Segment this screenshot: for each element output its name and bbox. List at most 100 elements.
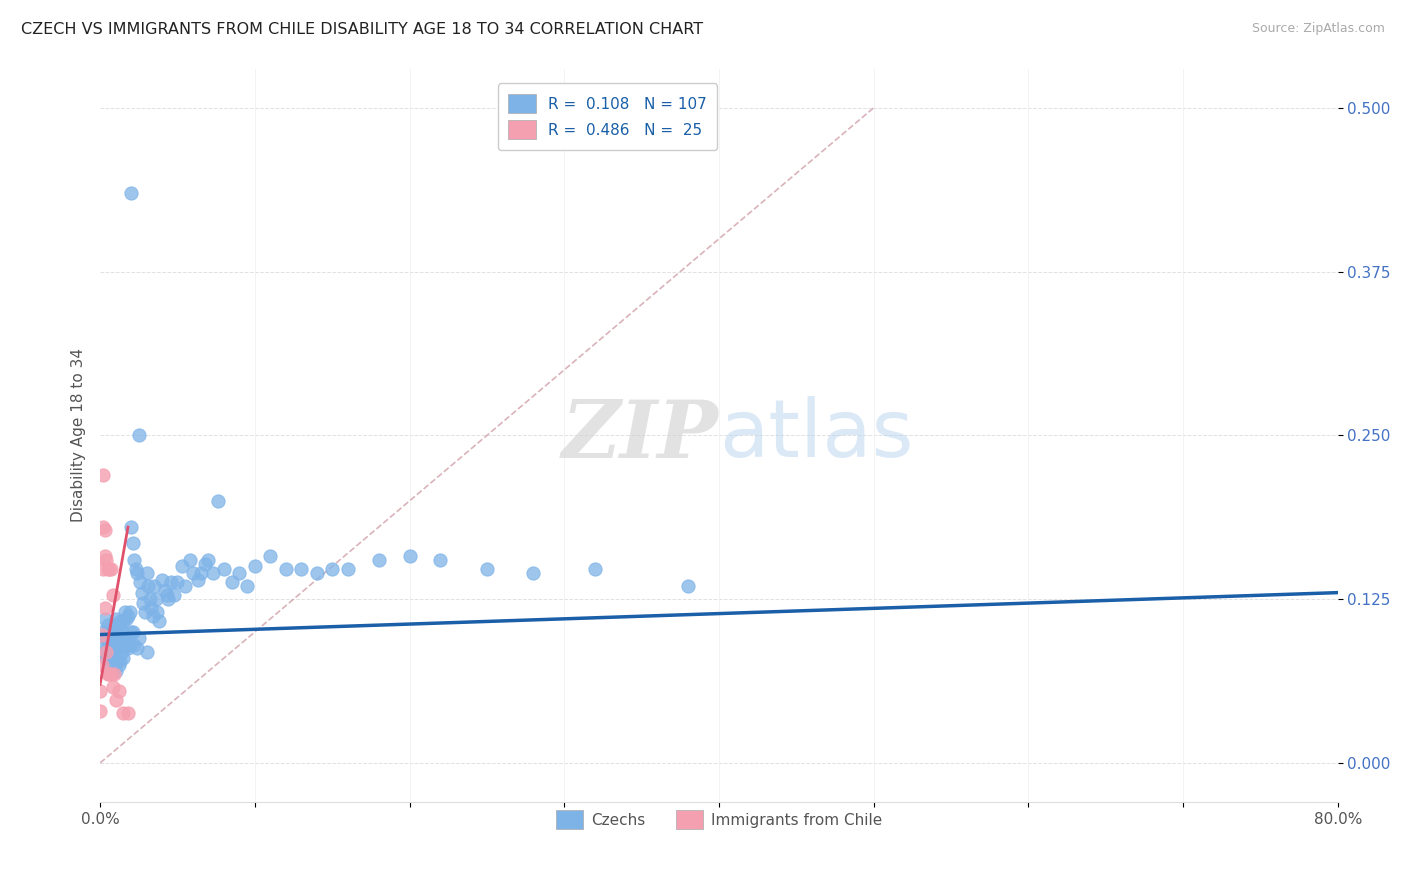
Point [305, 566, 328, 580]
Point [103, 666, 125, 681]
Point [94, 549, 117, 563]
Point [114, 632, 136, 646]
Point [290, 562, 312, 576]
Point [91, 638, 114, 652]
Point [94, 644, 117, 658]
Point [117, 706, 139, 721]
Point [145, 592, 167, 607]
Point [97, 562, 120, 576]
Point [96, 644, 118, 658]
Text: CZECH VS IMMIGRANTS FROM CHILE DISABILITY AGE 18 TO 34 CORRELATION CHART: CZECH VS IMMIGRANTS FROM CHILE DISABILIT… [21, 22, 703, 37]
Point [336, 562, 359, 576]
Point [97, 638, 120, 652]
Point [118, 638, 141, 652]
Point [115, 612, 138, 626]
Point [97, 651, 120, 665]
Point [243, 559, 266, 574]
Point [118, 605, 141, 619]
Point [100, 632, 122, 646]
Point [676, 579, 699, 593]
Point [98, 624, 121, 639]
Point [120, 624, 142, 639]
Point [228, 566, 250, 580]
Point [129, 575, 152, 590]
Point [103, 638, 125, 652]
Point [103, 657, 125, 672]
Point [197, 553, 219, 567]
Point [89, 704, 111, 718]
Point [100, 562, 122, 576]
Point [107, 684, 129, 698]
Point [110, 615, 132, 629]
Point [135, 566, 157, 580]
Point [107, 657, 129, 672]
Text: Source: ZipAtlas.com: Source: ZipAtlas.com [1251, 22, 1385, 36]
Point [367, 553, 389, 567]
Point [157, 592, 180, 607]
Point [97, 666, 120, 681]
Point [96, 651, 118, 665]
Point [101, 588, 124, 602]
Point [150, 573, 173, 587]
Legend: Czechs, Immigrants from Chile: Czechs, Immigrants from Chile [550, 804, 889, 835]
Point [120, 186, 142, 200]
Point [121, 536, 143, 550]
Point [105, 654, 128, 668]
Point [127, 640, 149, 655]
Point [90, 657, 112, 672]
Point [105, 624, 128, 639]
Point [190, 566, 212, 580]
Point [148, 615, 170, 629]
Point [141, 601, 163, 615]
Point [100, 666, 122, 681]
Point [212, 562, 235, 576]
Point [259, 549, 281, 563]
Point [110, 635, 132, 649]
Point [94, 601, 117, 615]
Point [112, 632, 135, 646]
Point [101, 638, 124, 652]
Point [89, 684, 111, 698]
Point [101, 651, 124, 665]
Point [101, 624, 124, 639]
Point [90, 627, 112, 641]
Point [91, 520, 114, 534]
Point [274, 562, 297, 576]
Y-axis label: Disability Age 18 to 34: Disability Age 18 to 34 [72, 349, 86, 523]
Point [194, 557, 217, 571]
Point [100, 644, 122, 658]
Point [174, 579, 197, 593]
Point [128, 632, 150, 646]
Text: ZIP: ZIP [562, 397, 718, 475]
Point [142, 609, 165, 624]
Point [104, 693, 127, 707]
Point [120, 520, 142, 534]
Point [429, 553, 451, 567]
Point [121, 624, 143, 639]
Point [115, 638, 138, 652]
Point [98, 640, 121, 655]
Point [146, 605, 169, 619]
Point [179, 553, 201, 567]
Point [132, 596, 155, 610]
Point [153, 582, 176, 597]
Point [90, 624, 112, 639]
Point [122, 553, 145, 567]
Point [101, 680, 124, 694]
Point [112, 706, 135, 721]
Point [94, 612, 117, 626]
Point [100, 657, 122, 672]
Point [117, 609, 139, 624]
Point [114, 605, 136, 619]
Point [103, 618, 125, 632]
Point [160, 575, 183, 590]
Point [128, 428, 150, 442]
Point [181, 566, 204, 580]
Point [221, 575, 243, 590]
Point [202, 566, 225, 580]
Point [134, 605, 156, 619]
Point [321, 562, 343, 576]
Point [236, 579, 259, 593]
Point [135, 644, 157, 658]
Point [96, 632, 118, 646]
